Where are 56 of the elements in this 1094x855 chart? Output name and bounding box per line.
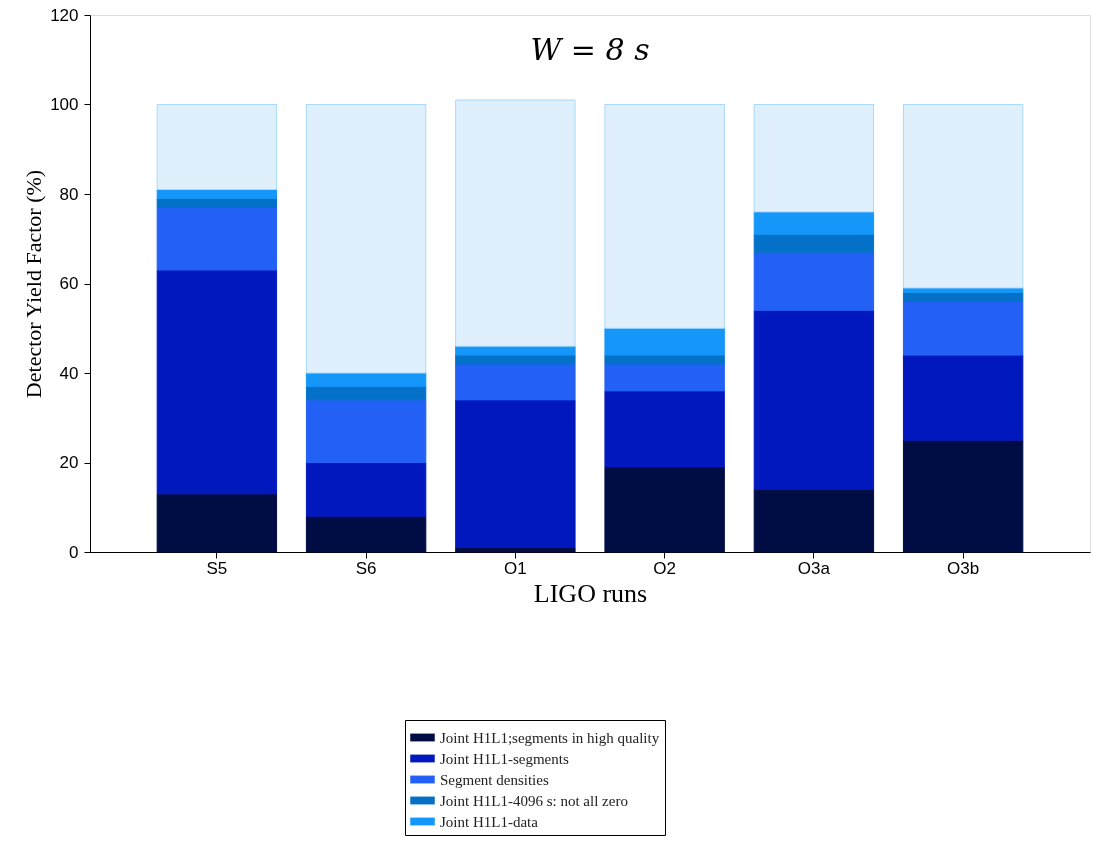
- bar: [753, 211, 875, 235]
- bar: [753, 309, 875, 490]
- bar: [156, 206, 278, 271]
- bar: [455, 363, 576, 401]
- bar: [305, 385, 427, 401]
- y-tick-label: 100: [50, 95, 79, 114]
- y-tick-label: 120: [50, 5, 79, 25]
- text: W = 8 s: [530, 32, 650, 67]
- y-axis-title: Detector Yield Factor (%): [21, 169, 47, 399]
- bar: [455, 547, 576, 553]
- bar: [305, 399, 427, 463]
- x-axis-title: LIGO runs: [533, 578, 648, 608]
- bar: [305, 462, 427, 517]
- bar: [604, 363, 725, 392]
- y-tick-label: 20: [59, 453, 79, 472]
- bar: [753, 104, 875, 213]
- x-tick-label: O1: [504, 558, 527, 578]
- bar: [455, 99, 576, 347]
- bar: [604, 327, 725, 356]
- bar: [604, 104, 725, 329]
- bar: [902, 300, 1024, 356]
- bar: [455, 345, 576, 356]
- bar: [156, 269, 278, 495]
- bar: [753, 233, 875, 253]
- bar: [604, 466, 725, 553]
- legend-label: Joint H1L1-segments: [440, 750, 569, 767]
- bar: [156, 493, 278, 553]
- bar: [156, 104, 278, 191]
- x-tick-label: O2: [653, 558, 676, 578]
- bar: [753, 251, 875, 311]
- bar: [902, 354, 1024, 441]
- bar: [902, 104, 1024, 289]
- bar: [305, 515, 427, 553]
- bar: [305, 372, 427, 387]
- bar: [305, 104, 427, 374]
- bar: [455, 354, 576, 365]
- x-tick-label: S6: [355, 558, 377, 578]
- bar: [604, 390, 725, 468]
- bar: [902, 291, 1024, 302]
- legend-label: Segment densities: [440, 771, 549, 788]
- x-tick-label: O3a: [797, 558, 831, 578]
- y-tick-label: 60: [59, 274, 79, 293]
- bar: [604, 354, 725, 365]
- bar: [156, 197, 278, 208]
- y-tick-label: 0: [69, 542, 79, 562]
- x-tick-label: S5: [206, 558, 228, 578]
- y-tick-label: 80: [59, 184, 79, 204]
- bar: [156, 189, 278, 199]
- bar: [753, 488, 875, 553]
- legend-label: Joint H1L1-data: [440, 813, 539, 830]
- y-tick-label: 40: [59, 363, 79, 383]
- legend-label: Joint H1L1;segments in high quality: [440, 729, 660, 746]
- legend-label: Joint H1L1-4096 s: not all zero: [440, 792, 628, 809]
- bar: [455, 399, 576, 549]
- x-tick-label: O3b: [947, 558, 980, 578]
- bar: [902, 439, 1024, 553]
